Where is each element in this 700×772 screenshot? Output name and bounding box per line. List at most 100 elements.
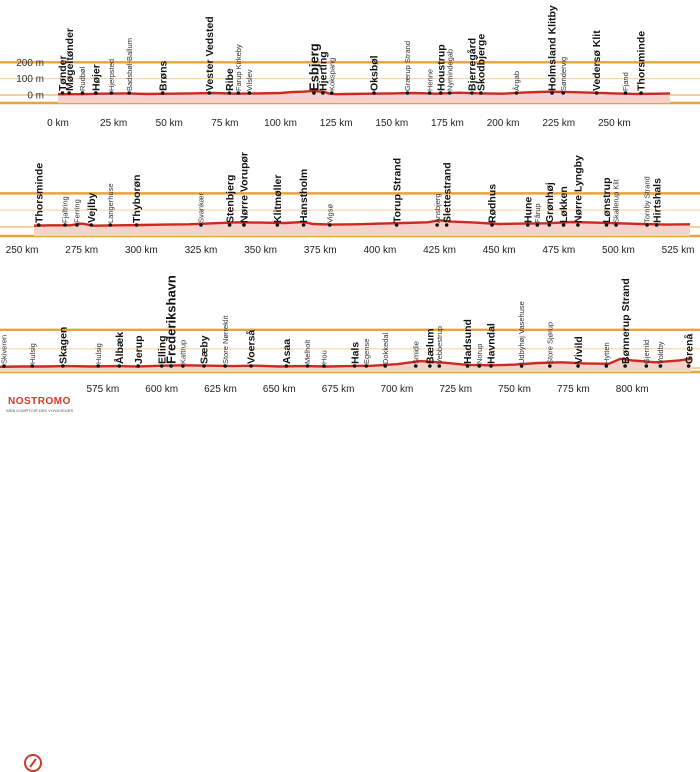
place-label: Lønstrup [601, 178, 613, 224]
place-marker [96, 364, 100, 368]
place-label: Brøns [157, 61, 169, 91]
place-label: Frederikshavn [164, 275, 179, 364]
place-label: Ferring [73, 199, 82, 223]
place-label: Thorsminde [636, 31, 648, 91]
place-marker [614, 223, 618, 227]
place-marker [479, 91, 483, 95]
place-label: Nymindegab [445, 49, 454, 91]
place-label: Elling [156, 335, 168, 364]
tick-label: 250 km [598, 118, 631, 129]
place-marker [645, 223, 649, 227]
place-label: Vedersø Klit [591, 30, 603, 91]
place-marker [686, 364, 691, 368]
place-label: Hjerpsted [107, 59, 116, 91]
tick-label: 175 km [431, 118, 464, 129]
tick-label: 650 km [263, 384, 296, 395]
place-label: Voerså [246, 330, 258, 364]
place-label: Hytten [602, 342, 611, 364]
place-label: Vester Vedsted [204, 16, 216, 91]
place-label: Oksbøl [369, 55, 381, 91]
place-marker [352, 364, 357, 368]
place-marker [465, 364, 470, 368]
place-marker [249, 364, 253, 368]
place-marker [199, 223, 203, 227]
place-marker [61, 364, 65, 368]
logo-name: NOSTROMO [8, 396, 71, 407]
place-label: Løkken [558, 186, 570, 223]
place-label: Store Nørreklit [221, 315, 230, 364]
place-marker [550, 91, 554, 95]
place-label: Torup Strand [391, 158, 403, 223]
place-marker [623, 364, 627, 368]
place-label: Bjerregård [467, 38, 479, 91]
profile-row-3: Skiveren Hulsig Skagen Hulsig Ålbæk Jerup Elli… [0, 275, 700, 395]
place-marker [561, 91, 565, 95]
place-marker [80, 91, 85, 95]
place-label: Sæby [199, 335, 211, 364]
place-marker [490, 223, 494, 227]
place-label: Stenbjerg [224, 175, 236, 223]
place-label: Ribe [224, 68, 236, 91]
tick-label: 450 km [483, 245, 516, 256]
place-marker [207, 91, 212, 95]
place-label: Hanstholm [298, 169, 310, 223]
place-marker [604, 364, 609, 368]
place-marker [604, 223, 609, 227]
tick-label: 25 km [100, 118, 127, 129]
tick-label: 250 km [6, 245, 39, 256]
elevation-label: 100 m [16, 74, 44, 85]
tick-label: 700 km [381, 384, 414, 395]
tick-label: 50 km [156, 118, 183, 129]
place-label: Vejlby [86, 192, 98, 223]
place-marker [89, 223, 94, 227]
place-marker [477, 364, 482, 368]
place-label: Bælum [425, 328, 437, 364]
place-label: Vivild [573, 336, 585, 364]
place-marker [547, 223, 552, 227]
tick-label: 350 km [244, 245, 277, 256]
place-marker [160, 91, 165, 95]
place-marker [75, 223, 79, 227]
place-marker [284, 364, 289, 368]
place-label: Badsbøl-Ballum [125, 38, 134, 91]
place-label: Tønder [57, 55, 69, 91]
place-label: Tornby Strand [643, 176, 652, 223]
place-label: Esbjerg [307, 43, 322, 91]
tick-label: 625 km [204, 384, 237, 395]
place-label: Ansbjerg [433, 193, 442, 223]
place-marker [447, 91, 452, 95]
place-label: Norup [475, 344, 484, 364]
place-marker [489, 364, 493, 368]
tick-label: 750 km [498, 384, 531, 395]
place-marker [383, 364, 387, 368]
elevation-area [0, 358, 691, 372]
place-label: Vigsø [325, 204, 334, 223]
compass-icon [24, 754, 42, 772]
place-marker [394, 223, 399, 227]
place-label: Højer [91, 64, 103, 91]
place-marker [576, 223, 580, 227]
place-label: Skiveren [0, 335, 9, 364]
place-label: Asaa [281, 339, 293, 364]
place-label: Houstrup [436, 44, 448, 91]
tick-label: 75 km [211, 118, 238, 129]
place-label: Hune [523, 197, 535, 223]
place-label: Fjaltring [61, 196, 70, 223]
place-marker [561, 223, 566, 227]
tick-label: 100 km [264, 118, 297, 129]
tick-label: 275 km [65, 245, 98, 256]
place-label: Grenå [683, 333, 695, 364]
elevation-line [33, 219, 691, 227]
place-label: Kokspang [327, 58, 336, 91]
place-marker [576, 364, 580, 368]
tick-label: 800 km [616, 384, 649, 395]
tick-label: 150 km [375, 118, 408, 129]
elevation-label: 0 m [27, 91, 44, 102]
place-label: Nørre Lyngby [573, 155, 585, 223]
place-label: Klitmøller [272, 175, 284, 223]
tick-label: 675 km [322, 384, 355, 395]
place-label: Hou [320, 350, 329, 364]
place-marker [514, 91, 519, 95]
place-marker [470, 91, 474, 95]
